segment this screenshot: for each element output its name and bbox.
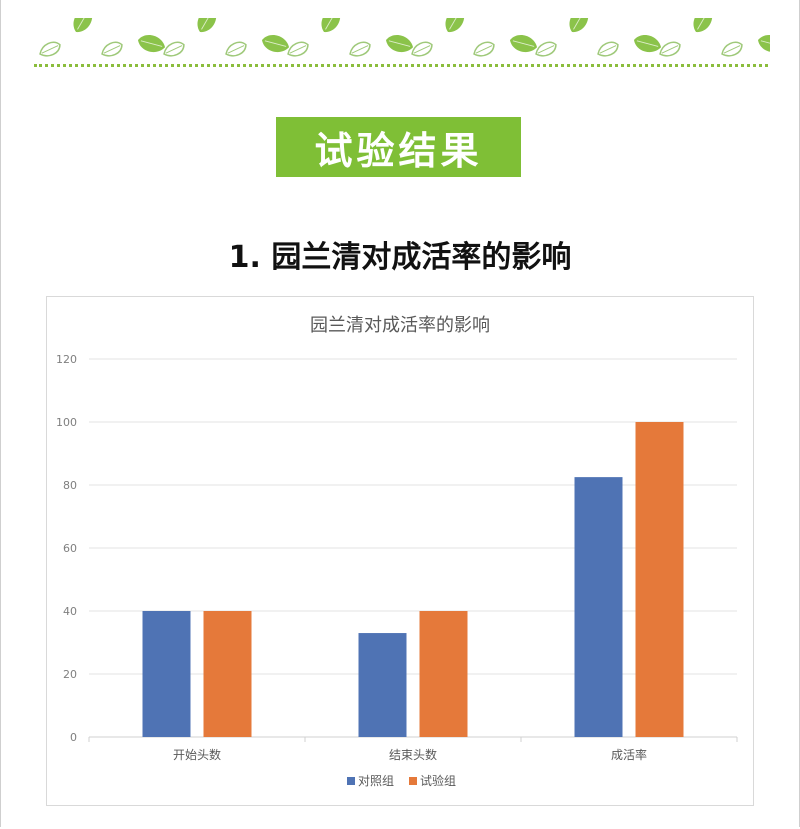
bar-control-0 <box>142 611 191 737</box>
outline-leaf-icon <box>39 41 61 57</box>
outline-leaf-icon <box>659 41 681 57</box>
y-tick-label: 40 <box>63 605 77 618</box>
leaf-icon <box>262 34 290 53</box>
leaf-icon <box>138 34 166 53</box>
subsection-heading: 1. 园兰清对成活率的影响 <box>228 240 572 275</box>
leaf-icon <box>197 18 217 33</box>
x-tick-label: 结束头数 <box>389 747 437 762</box>
leaf-icon <box>634 34 662 53</box>
outline-leaf-icon <box>411 41 433 57</box>
section-title-badge: 试验结果 <box>276 117 521 177</box>
dotted-divider <box>34 64 768 67</box>
outline-leaf-icon <box>349 41 371 57</box>
bar-control-2 <box>574 477 623 737</box>
outline-leaf-icon <box>597 41 619 57</box>
bar-test-2 <box>635 422 684 737</box>
leaf-icon <box>445 18 465 33</box>
bar-chart: 园兰清对成活率的影响 0 20 40 60 80 100 120 开始头数 结束头数 成活率 对照… <box>46 296 754 806</box>
y-tick-label: 100 <box>56 416 77 429</box>
chart-canvas: 园兰清对成活率的影响 0 20 40 60 80 100 120 开始头数 结束头数 成活率 对照… <box>56 315 738 788</box>
leaf-icon <box>758 34 770 53</box>
y-tick-label: 0 <box>70 731 77 744</box>
y-tick-label: 60 <box>63 542 77 555</box>
leaf-icon <box>569 18 589 33</box>
outline-leaf-icon <box>473 41 495 57</box>
leaf-icon <box>510 34 538 53</box>
leaf-icon <box>693 18 713 33</box>
outline-leaf-icon <box>287 41 309 57</box>
legend-swatch <box>409 777 417 785</box>
leaf-icon <box>73 18 93 33</box>
outline-leaf-icon <box>535 41 557 57</box>
bar-control-1 <box>358 633 407 737</box>
leaf-icon <box>321 18 341 33</box>
x-tick-label: 开始头数 <box>173 747 221 762</box>
outline-leaf-icon <box>721 41 743 57</box>
outline-leaf-icon <box>225 41 247 57</box>
y-tick-label: 20 <box>63 668 77 681</box>
bar-test-1 <box>419 611 468 737</box>
y-tick-label: 120 <box>56 353 77 366</box>
bar-test-0 <box>203 611 252 737</box>
x-tick-label: 成活率 <box>611 747 647 762</box>
legend-swatch <box>347 777 355 785</box>
leaf-decoration <box>39 18 770 57</box>
y-tick-label: 80 <box>63 479 77 492</box>
chart-title: 园兰清对成活率的影响 <box>310 315 490 336</box>
legend-label: 对照组 <box>358 774 394 788</box>
outline-leaf-icon <box>101 41 123 57</box>
legend-label: 试验组 <box>420 773 456 788</box>
outline-leaf-icon <box>163 41 185 57</box>
leaf-icon <box>386 34 414 53</box>
